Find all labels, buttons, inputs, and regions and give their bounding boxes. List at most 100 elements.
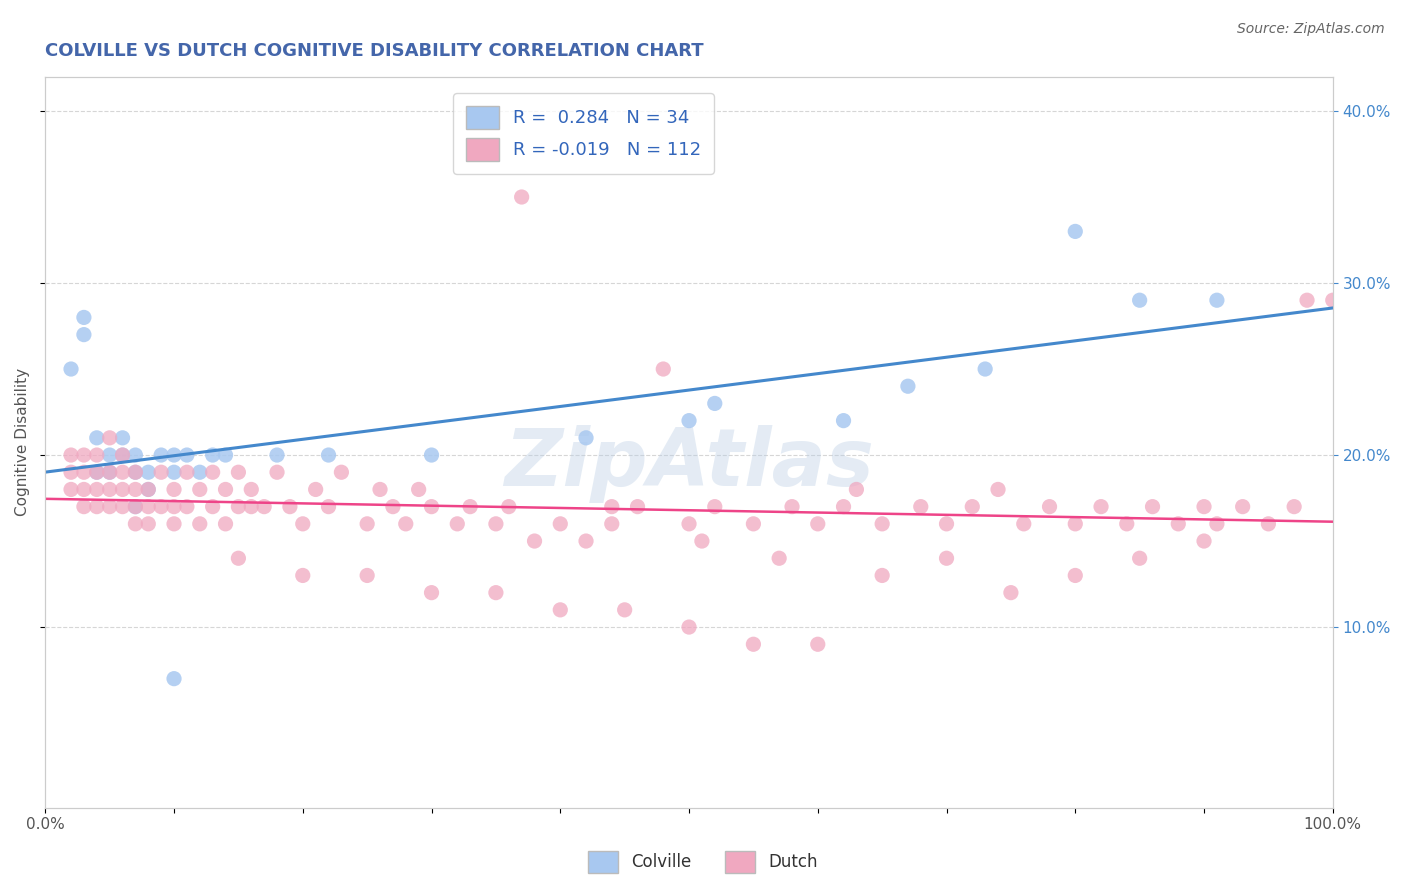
Point <box>652 362 675 376</box>
Point <box>1282 500 1305 514</box>
Y-axis label: Cognitive Disability: Cognitive Disability <box>15 368 30 516</box>
Point <box>214 516 236 531</box>
Point <box>1232 500 1254 514</box>
Point <box>136 483 159 497</box>
Point <box>214 483 236 497</box>
Point <box>111 483 134 497</box>
Point <box>136 516 159 531</box>
Point <box>163 448 186 462</box>
Point <box>291 568 314 582</box>
Point <box>163 500 186 514</box>
Point <box>60 362 83 376</box>
Point <box>98 500 121 514</box>
Point <box>498 500 520 514</box>
Point <box>111 465 134 479</box>
Point <box>278 500 301 514</box>
Point <box>1115 516 1137 531</box>
Point <box>176 500 198 514</box>
Point <box>86 448 108 462</box>
Point <box>266 465 288 479</box>
Point <box>98 465 121 479</box>
Point <box>1012 516 1035 531</box>
Point <box>330 465 353 479</box>
Point <box>176 465 198 479</box>
Text: COLVILLE VS DUTCH COGNITIVE DISABILITY CORRELATION CHART: COLVILLE VS DUTCH COGNITIVE DISABILITY C… <box>45 42 704 60</box>
Point <box>163 465 186 479</box>
Point <box>150 448 173 462</box>
Point <box>987 483 1010 497</box>
Point <box>98 431 121 445</box>
Point <box>832 500 855 514</box>
Point <box>703 396 725 410</box>
Point <box>962 500 984 514</box>
Point <box>1064 568 1087 582</box>
Text: ZipAtlas: ZipAtlas <box>505 425 875 503</box>
Point <box>613 603 636 617</box>
Point <box>228 500 250 514</box>
Point <box>98 465 121 479</box>
Point <box>111 500 134 514</box>
Point <box>897 379 920 393</box>
Point <box>201 465 224 479</box>
Point <box>60 483 83 497</box>
Point <box>73 500 96 514</box>
Point <box>124 500 146 514</box>
Point <box>1167 516 1189 531</box>
Point <box>1192 534 1215 549</box>
Point <box>1206 516 1229 531</box>
Point <box>1038 500 1060 514</box>
Point <box>768 551 790 566</box>
Point <box>60 448 83 462</box>
Point <box>485 516 508 531</box>
Point <box>201 448 224 462</box>
Point <box>935 516 957 531</box>
Point <box>395 516 418 531</box>
Point <box>356 568 378 582</box>
Point <box>1296 293 1319 308</box>
Point <box>163 483 186 497</box>
Point <box>1129 551 1152 566</box>
Point <box>86 500 108 514</box>
Point <box>420 585 443 599</box>
Point <box>678 414 700 428</box>
Point <box>124 448 146 462</box>
Point <box>201 500 224 514</box>
Point <box>240 483 263 497</box>
Point <box>318 448 340 462</box>
Point <box>150 465 173 479</box>
Point <box>626 500 648 514</box>
Point <box>1192 500 1215 514</box>
Point <box>73 483 96 497</box>
Point <box>124 465 146 479</box>
Point <box>600 500 623 514</box>
Point <box>523 534 546 549</box>
Point <box>240 500 263 514</box>
Point <box>548 516 571 531</box>
Point <box>73 327 96 342</box>
Point <box>163 672 186 686</box>
Point <box>420 448 443 462</box>
Point <box>356 516 378 531</box>
Point <box>98 448 121 462</box>
Point <box>1129 293 1152 308</box>
Point <box>188 465 211 479</box>
Point <box>188 483 211 497</box>
Point <box>176 448 198 462</box>
Point <box>150 500 173 514</box>
Point <box>228 465 250 479</box>
Point <box>870 568 893 582</box>
Point <box>575 534 598 549</box>
Point <box>935 551 957 566</box>
Legend: R =  0.284   N = 34, R = -0.019   N = 112: R = 0.284 N = 34, R = -0.019 N = 112 <box>453 93 714 174</box>
Point <box>305 483 328 497</box>
Point <box>86 483 108 497</box>
Point <box>807 637 830 651</box>
Point <box>266 448 288 462</box>
Point <box>98 483 121 497</box>
Point <box>381 500 404 514</box>
Point <box>318 500 340 514</box>
Point <box>845 483 868 497</box>
Point <box>111 448 134 462</box>
Point <box>780 500 803 514</box>
Point <box>1142 500 1164 514</box>
